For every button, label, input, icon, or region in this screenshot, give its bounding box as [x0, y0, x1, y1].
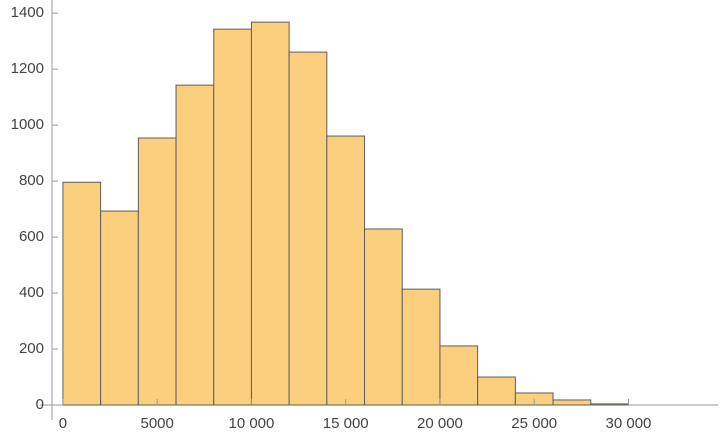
y-tick-label: 1000 [11, 116, 44, 133]
bar [552, 399, 592, 406]
y-tick-label: 1200 [11, 60, 44, 77]
bar [439, 345, 479, 406]
x-tick-label: 25 000 [511, 415, 557, 432]
bar [326, 135, 366, 406]
y-tick-label: 400 [19, 284, 44, 301]
y-tick-label: 200 [19, 340, 44, 357]
bar [288, 51, 328, 406]
bar [137, 137, 177, 406]
x-tick-label: 5000 [141, 415, 174, 432]
x-tick-label: 10 000 [228, 415, 274, 432]
bar [100, 210, 139, 406]
x-tick-label: 20 000 [417, 415, 463, 432]
bar [62, 181, 102, 406]
x-tick-label: 30 000 [606, 415, 652, 432]
bar [175, 84, 215, 406]
bar [590, 403, 629, 406]
bar [364, 228, 403, 406]
x-tick-label: 15 000 [323, 415, 369, 432]
y-tick-label: 800 [19, 172, 44, 189]
bar [213, 28, 252, 406]
y-tick-label: 0 [36, 396, 44, 413]
bar [250, 21, 290, 406]
bar [477, 376, 516, 406]
x-tick-label: 0 [59, 415, 67, 432]
bar [401, 288, 441, 406]
y-tick-label: 600 [19, 228, 44, 245]
y-tick-label: 1400 [11, 4, 44, 21]
